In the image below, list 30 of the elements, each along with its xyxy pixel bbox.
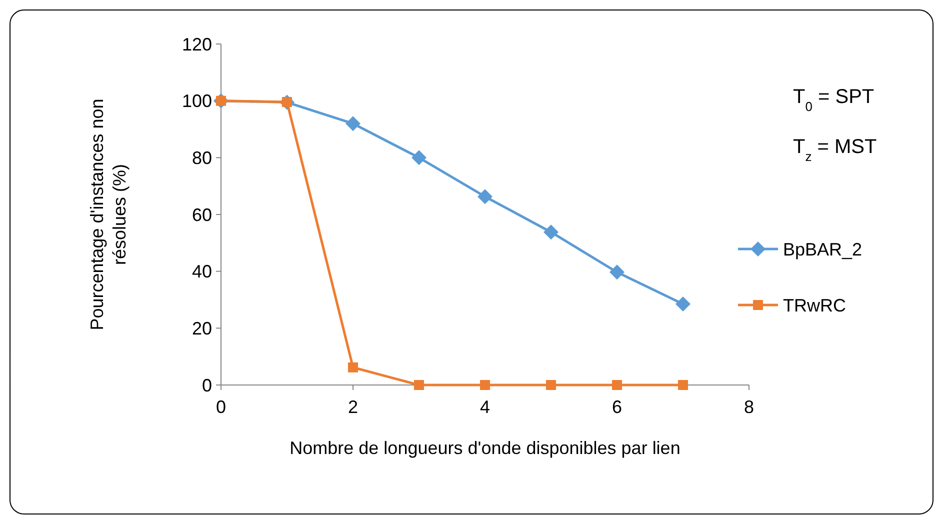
point xyxy=(348,362,358,372)
y-tick-label: 40 xyxy=(192,262,212,282)
point xyxy=(612,380,622,390)
point xyxy=(480,380,490,390)
y-tick-label: 60 xyxy=(192,204,212,225)
y-tick-label: 20 xyxy=(192,318,212,338)
x-tick-label: 4 xyxy=(480,397,490,417)
y-axis-title: Pourcentage d'instances non résolues (%) xyxy=(87,98,130,330)
point xyxy=(544,224,558,240)
y-tick-label: 120 xyxy=(182,34,212,54)
point xyxy=(414,380,424,390)
point xyxy=(478,189,492,204)
point xyxy=(546,380,556,390)
point xyxy=(676,296,690,312)
legend-label: TRwRC xyxy=(783,295,846,316)
x-tick-label: 6 xyxy=(612,397,622,417)
text: T$_{0}$ = SPT xyxy=(793,86,874,114)
x-axis-title: Nombre de longueurs d'onde disponibles par lien xyxy=(290,438,680,458)
x-tick-label: 8 xyxy=(744,397,754,417)
x-tick-label: 2 xyxy=(348,397,358,417)
point xyxy=(346,116,360,132)
text: T$_{z}$ = MST xyxy=(793,136,877,164)
legend-label: BpBAR_2 xyxy=(783,239,862,260)
point xyxy=(412,150,426,166)
y-tick-label: 80 xyxy=(192,148,212,168)
y-tick-label: 0 xyxy=(202,375,212,396)
point xyxy=(678,380,688,390)
y-tick-label: 100 xyxy=(182,91,212,112)
point xyxy=(610,264,624,280)
x-tick-label: 0 xyxy=(216,397,226,417)
